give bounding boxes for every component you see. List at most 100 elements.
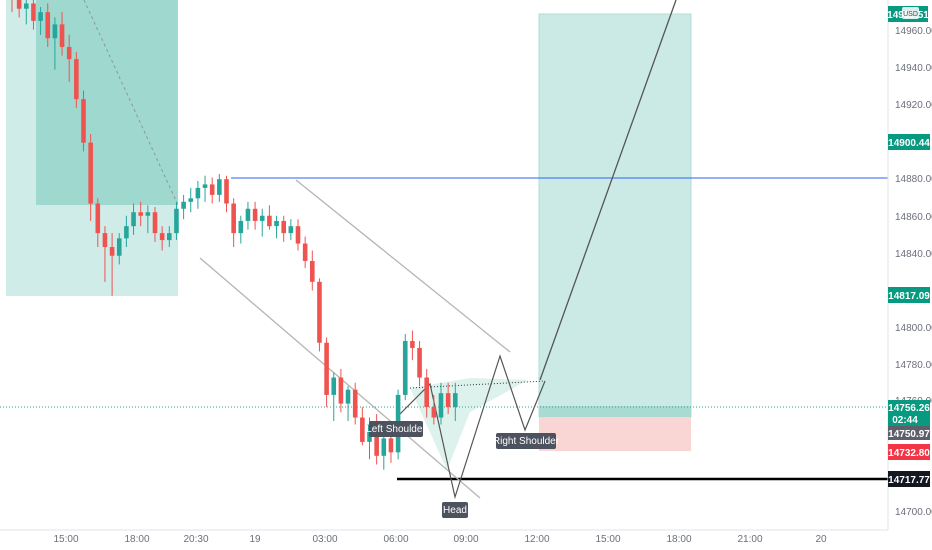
candle-body [31,3,36,21]
price-tick-label: 14700.00 [895,507,932,518]
price-label-support: 14717.77 [888,475,930,486]
candle-body [231,203,236,234]
time-tick-label: 18:00 [666,534,691,545]
price-labels: 14980.51 USD 14900.44 14817.09 14756.26 … [887,6,930,487]
candle-body [288,226,294,234]
price-label-entry-bg [888,426,930,440]
usd-badge-bg[interactable] [902,7,919,19]
candle-body [453,393,458,408]
pattern-label-head: Head [442,502,468,518]
candle-body [159,233,165,241]
candle-body [438,393,444,418]
price-tick-label: 14780.00 [895,360,932,371]
price-label-mid-bg [888,287,930,303]
time-tick-label: 20 [815,534,827,545]
candle-body [109,247,115,256]
long-position-profit-zone[interactable] [538,13,692,418]
short-trend-dash-line [83,0,179,206]
right-shoulder-label-bg [496,433,556,449]
candle-body [417,347,422,378]
candle-body [267,215,272,227]
candle-body [202,184,208,188]
right-shoulder-label: Right Shoulder [493,436,560,447]
candle-body [174,208,179,234]
candle-body [138,212,143,216]
candle-body [116,238,122,256]
price-tick-label: 14880.00 [895,174,932,185]
short-position-box-inner [36,0,178,205]
time-tick-label: 20:30 [183,534,208,545]
time-tick-label: 12:00 [524,534,549,545]
candle-body [345,389,351,404]
candle-body [152,212,158,234]
time-tick-label: 15:00 [595,534,620,545]
candle-body [331,377,337,395]
candle-body [52,24,58,39]
candle-body [324,342,329,395]
long-position-entry-band [539,406,691,417]
candle-body [95,203,101,234]
candle-body [238,220,244,234]
candle-body [24,3,29,9]
candle-body [217,179,222,195]
price-tick-label: 14860.00 [895,212,932,223]
time-tick-label: 09:00 [453,534,478,545]
candle-body [88,142,93,204]
position-boxes [6,0,692,451]
candle-body [81,99,86,143]
price-label-last: 14756.26 [888,403,930,414]
pattern-label-right-shoulder: Right Shoulder [493,433,560,449]
candle-body [274,220,279,227]
pattern-label-left-shoulder: Left Shoulder [366,421,426,437]
price-label-stop-bg [888,444,930,460]
head-label-bg [442,502,468,518]
candle-body [431,407,437,418]
price-countdown: 02:44 [892,415,918,426]
price-label-last-bg [888,400,930,427]
candle-body [245,208,251,221]
price-tick-label: 14920.00 [895,100,932,111]
projection-line[interactable] [539,0,677,381]
candle-body [281,220,286,234]
head-label: Head [443,505,467,516]
candle-body [16,0,22,9]
candle-body [145,212,151,216]
candle-body [445,393,451,408]
candle-body [381,438,387,456]
candle-body [188,198,194,202]
candle-body [59,24,65,47]
candle-body [317,281,322,343]
time-tick-label: 18:00 [124,534,149,545]
candle-body [45,12,51,39]
candle-body [338,377,344,404]
price-label-support-bg [888,471,930,487]
time-tick-label: 03:00 [312,534,337,545]
time-tick-label: 15:00 [53,534,78,545]
price-label-mid: 14817.09 [888,291,930,302]
candle-body [66,46,72,60]
price-label-target-bg [888,134,930,150]
candle-body [131,212,136,227]
candle-body [360,417,365,442]
candle-body [167,233,172,241]
price-label-stop: 14732.80 [888,448,930,459]
candle-body [124,226,129,239]
long-position-stop-zone[interactable] [539,417,691,451]
candle-body [302,243,308,261]
candle-body [195,187,201,199]
price-label-entry: 14750.97 [888,429,930,440]
candle-body [295,226,301,244]
candle-body [424,377,429,408]
price-tick-label: 14800.00 [895,323,932,334]
price-label-target: 14900.44 [888,138,930,149]
time-axis[interactable]: 15:00 18:00 20:30 19 03:00 06:00 09:00 12:00 15:… [0,529,888,545]
candle-body [102,233,108,248]
time-tick-label: 21:00 [737,534,762,545]
usd-badge[interactable]: USD [903,11,918,18]
candle-body [388,438,394,453]
channel-upper-line[interactable] [295,179,511,353]
candle-body [410,340,415,348]
candle-body [259,215,265,221]
price-tick-label: 14940.00 [895,63,932,74]
